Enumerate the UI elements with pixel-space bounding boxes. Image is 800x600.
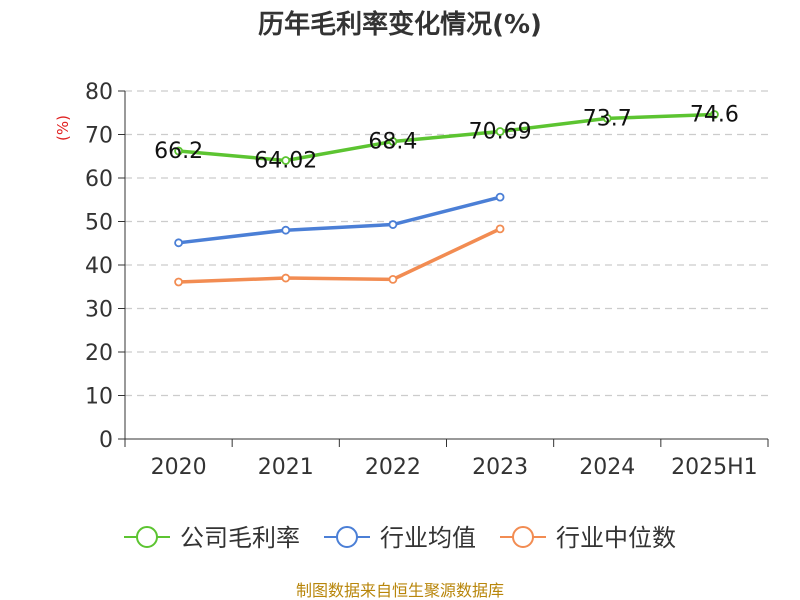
legend-label: 行业均值 bbox=[380, 524, 476, 552]
x-tick-label: 2025H1 bbox=[671, 455, 758, 480]
legend-item-1[interactable]: 行业均值 bbox=[324, 524, 476, 552]
data-point bbox=[602, 114, 612, 123]
y-tick-label: 60 bbox=[85, 167, 113, 192]
x-axis-ticks: 2020 2021 2022 2023 2024 2025H1 bbox=[124, 439, 769, 480]
data-label: 73.7 bbox=[583, 106, 632, 131]
x-tick-label: 2023 bbox=[472, 455, 528, 480]
legend[interactable]: 公司毛利率 行业均值 行业中位数 bbox=[124, 524, 676, 552]
y-axis-ticks: 0 10 20 30 40 50 60 70 80 bbox=[85, 80, 125, 453]
x-tick-label: 2024 bbox=[579, 455, 635, 480]
series-line-1 bbox=[178, 195, 501, 245]
x-tick-label: 2022 bbox=[365, 455, 421, 480]
y-tick-label: 80 bbox=[85, 80, 113, 105]
data-point bbox=[388, 220, 398, 229]
y-unit-label: (%) bbox=[54, 115, 72, 141]
legend-item-2[interactable]: 行业中位数 bbox=[500, 524, 676, 552]
chart-title: 历年毛利率变化情况(%) bbox=[258, 9, 542, 40]
data-point bbox=[281, 156, 291, 165]
y-tick-label: 50 bbox=[85, 211, 113, 236]
data-point bbox=[495, 224, 505, 234]
y-tick-label: 70 bbox=[85, 124, 113, 149]
y-tick-label: 40 bbox=[85, 254, 113, 279]
data-labels: 66.2 64.02 68.4 70.69 73.7 74.6 bbox=[154, 102, 739, 173]
y-tick-label: 10 bbox=[85, 385, 113, 410]
data-label: 68.4 bbox=[368, 129, 417, 154]
legend-circle-icon bbox=[336, 526, 358, 548]
series-line-0 bbox=[178, 112, 715, 163]
series-line-2 bbox=[178, 227, 501, 284]
data-point bbox=[388, 137, 398, 146]
x-tick-label: 2021 bbox=[258, 455, 314, 480]
data-label: 64.02 bbox=[254, 149, 317, 174]
data-point bbox=[495, 192, 505, 202]
series-layer bbox=[174, 110, 719, 287]
data-label: 66.2 bbox=[154, 139, 203, 164]
data-point bbox=[174, 146, 183, 156]
data-point bbox=[174, 277, 183, 287]
data-label: 74.6 bbox=[690, 102, 739, 127]
y-tick-label: 30 bbox=[85, 298, 113, 323]
source-note: 制图数据来自恒生聚源数据库 bbox=[296, 581, 504, 600]
legend-circle-icon bbox=[136, 526, 158, 548]
data-point bbox=[710, 110, 719, 119]
y-tick-label: 20 bbox=[85, 341, 113, 366]
legend-circle-icon bbox=[512, 526, 534, 548]
legend-label: 公司毛利率 bbox=[180, 524, 300, 552]
data-point bbox=[388, 274, 398, 284]
data-point bbox=[281, 273, 291, 283]
data-point bbox=[495, 127, 505, 136]
legend-label: 行业中位数 bbox=[556, 524, 676, 552]
legend-item-0[interactable]: 公司毛利率 bbox=[124, 524, 300, 552]
data-point bbox=[174, 238, 183, 248]
y-tick-label: 0 bbox=[99, 428, 113, 453]
data-point bbox=[281, 225, 291, 235]
data-label: 70.69 bbox=[469, 119, 532, 144]
x-tick-label: 2020 bbox=[151, 455, 207, 480]
